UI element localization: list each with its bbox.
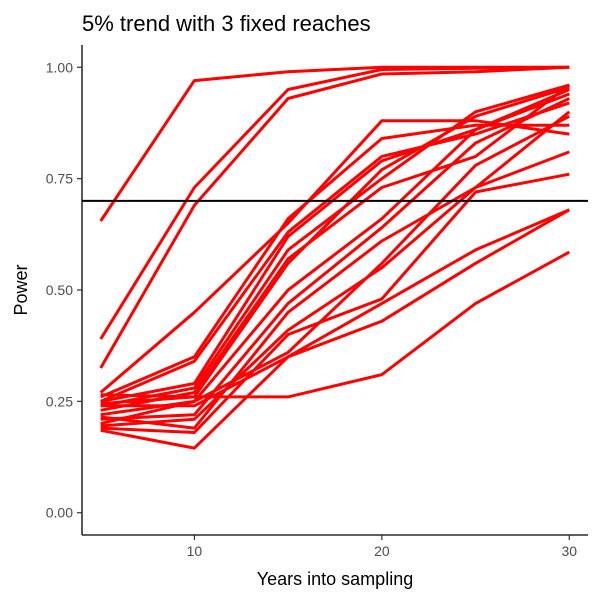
x-tick-label: 20 bbox=[374, 543, 390, 559]
chart-title: 5% trend with 3 fixed reaches bbox=[82, 11, 371, 36]
x-axis-title: Years into sampling bbox=[257, 569, 413, 589]
series-line-5 bbox=[100, 123, 570, 399]
series-line-17 bbox=[100, 208, 570, 450]
series-line-18 bbox=[100, 250, 571, 399]
series-line-14 bbox=[100, 114, 570, 426]
series-line-12 bbox=[100, 97, 570, 421]
y-tick-label: 0.00 bbox=[46, 505, 73, 521]
y-tick-label: 0.25 bbox=[46, 393, 73, 409]
series-line-4 bbox=[99, 119, 570, 394]
series-line-15 bbox=[100, 150, 570, 428]
y-tick-label: 0.50 bbox=[46, 282, 73, 298]
series-line-9 bbox=[100, 83, 570, 408]
series-line-2 bbox=[99, 65, 570, 340]
series-line-6 bbox=[100, 101, 570, 403]
x-tick-label: 30 bbox=[561, 543, 577, 559]
y-tick-label: 1.00 bbox=[46, 59, 73, 75]
series-line-16 bbox=[100, 172, 570, 434]
x-tick-label: 10 bbox=[187, 543, 203, 559]
series-line-3 bbox=[99, 65, 570, 369]
axes: 0.00 0.25 0.50 0.75 1.00 10 20 30 bbox=[46, 45, 588, 559]
series-line-19 bbox=[100, 208, 571, 408]
plot-area bbox=[82, 65, 588, 450]
y-tick-label: 0.75 bbox=[46, 171, 73, 187]
y-axis-title: Power bbox=[11, 264, 31, 315]
series-line-13 bbox=[100, 110, 571, 430]
